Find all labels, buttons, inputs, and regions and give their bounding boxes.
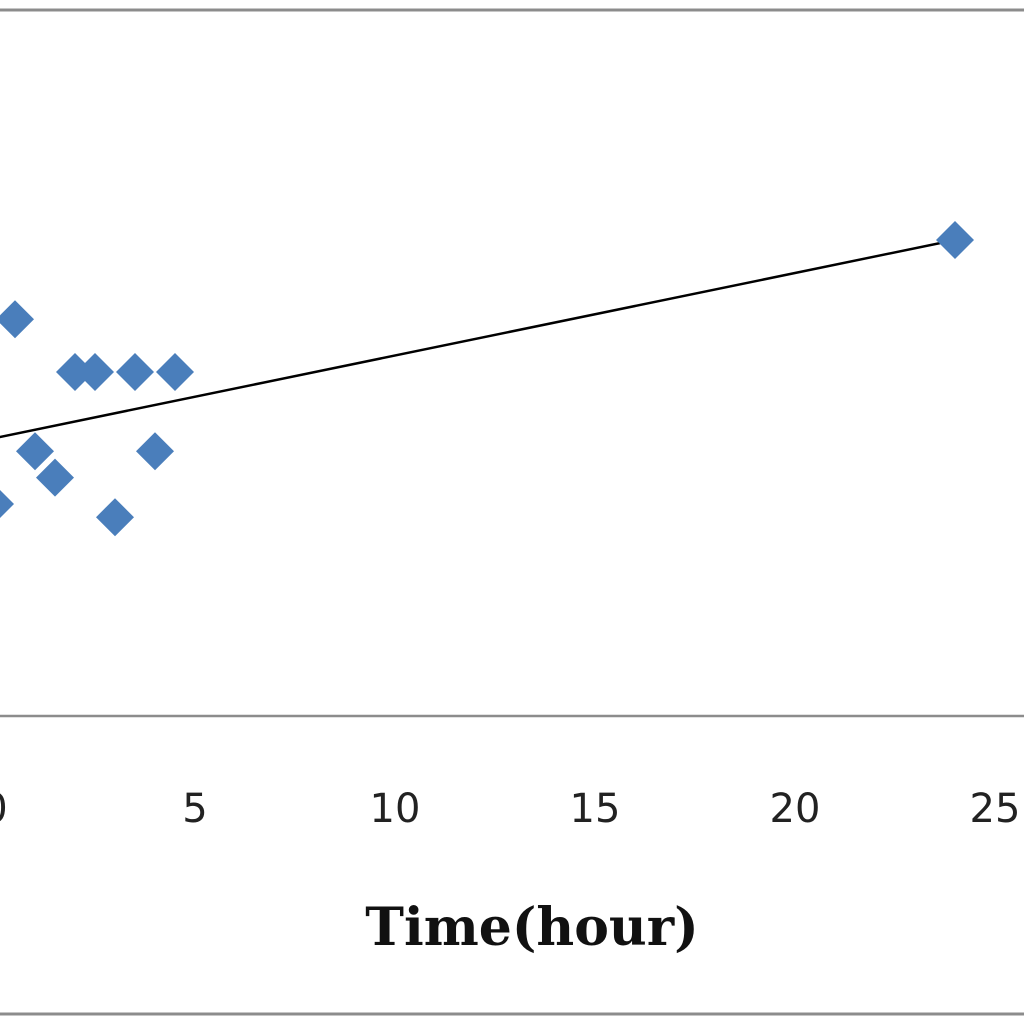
x-tick-label: 15 — [570, 786, 621, 832]
data-point-diamond — [76, 353, 114, 391]
trendline — [0, 238, 956, 439]
data-point-diamond — [56, 353, 94, 391]
x-tick-label: 25 — [970, 786, 1021, 832]
x-tick-labels: 0 5 10 15 20 25 — [0, 786, 1020, 832]
data-point-diamond — [0, 490, 14, 518]
x-tick-label: 10 — [370, 786, 421, 832]
data-point-diamond — [116, 353, 154, 391]
x-tick-label: 5 — [182, 786, 207, 832]
data-point-diamond — [0, 300, 34, 339]
x-tick-label: 20 — [770, 786, 821, 832]
data-point-diamond — [936, 221, 974, 259]
data-point-diamond — [96, 498, 134, 537]
data-point-diamond — [16, 432, 54, 471]
x-axis-title: Time(hour) — [365, 897, 698, 958]
trendline-layer — [0, 238, 956, 439]
data-point-diamond — [136, 432, 174, 471]
data-point-diamond — [156, 353, 194, 391]
markers-layer — [0, 221, 974, 537]
data-point-diamond — [36, 458, 74, 497]
x-tick-label: 0 — [0, 786, 8, 832]
